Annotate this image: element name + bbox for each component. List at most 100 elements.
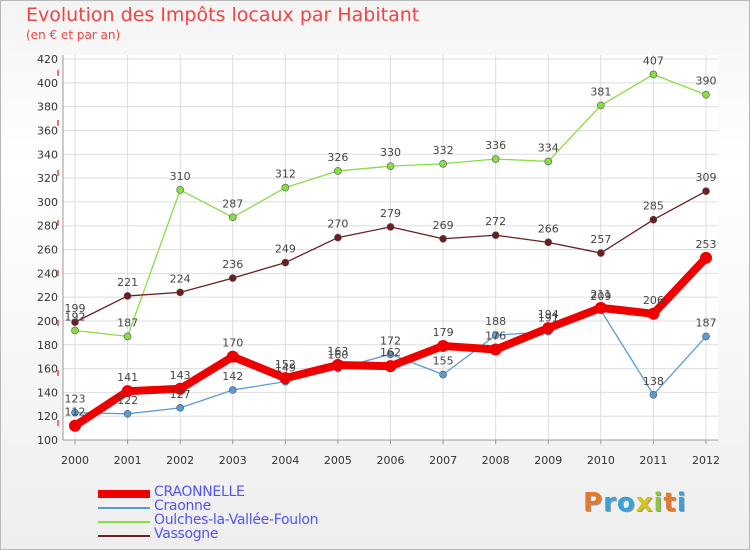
x-tick-label: 2003 bbox=[219, 454, 247, 467]
data-label: 199 bbox=[65, 302, 86, 315]
data-label: 287 bbox=[222, 197, 243, 210]
x-tick-label: 2006 bbox=[377, 454, 405, 467]
axis-layer: 100 120 140 160 180 200 220 240 260 280 300 320 340 3… bbox=[37, 53, 720, 467]
data-point bbox=[386, 350, 395, 359]
logo-letter: t bbox=[663, 488, 677, 518]
data-label: 187 bbox=[696, 316, 717, 329]
y-tick-label: 220 bbox=[37, 291, 58, 304]
data-point bbox=[71, 318, 79, 326]
data-point bbox=[439, 159, 447, 168]
logo-letter: x bbox=[635, 488, 654, 518]
data-point bbox=[279, 372, 292, 385]
data-point bbox=[437, 339, 450, 352]
data-point bbox=[228, 386, 237, 394]
legend-item-craonnelle: CRAONNELLE bbox=[98, 484, 418, 500]
data-label: 143 bbox=[170, 369, 191, 382]
data-point bbox=[69, 419, 81, 432]
legend-label-craonne: Craonne bbox=[154, 498, 211, 514]
x-tick-label: 2007 bbox=[429, 454, 457, 467]
data-label: 206 bbox=[643, 294, 664, 307]
data-label: 163 bbox=[327, 345, 348, 358]
data-point bbox=[702, 332, 710, 341]
logo-letter: o bbox=[616, 488, 636, 518]
grid-layer bbox=[63, 55, 718, 441]
x-tick-label: 2012 bbox=[692, 454, 720, 467]
x-tick-label: 2011 bbox=[639, 454, 667, 467]
data-point bbox=[71, 408, 79, 417]
y-tick-label: 160 bbox=[37, 363, 58, 376]
data-label: 162 bbox=[380, 346, 401, 359]
legend-swatch-vassogne bbox=[98, 535, 150, 537]
logo-letter: P bbox=[583, 488, 604, 518]
legend: CRAONNELLE Craonne Oulches-la-Vallée-Fou… bbox=[98, 484, 418, 542]
data-point bbox=[386, 223, 395, 231]
y-tick-label: 300 bbox=[37, 196, 58, 209]
y-tick-label: 100 bbox=[37, 434, 58, 447]
data-point bbox=[702, 187, 710, 195]
y-tick-label: 420 bbox=[37, 53, 58, 66]
data-label: 170 bbox=[222, 337, 243, 350]
y-tick-label: 400 bbox=[37, 77, 58, 90]
legend-label-oulches: Oulches-la-Vallée-Foulon bbox=[154, 512, 319, 528]
data-label: 112 bbox=[65, 406, 86, 419]
data-label: 381 bbox=[590, 85, 611, 98]
data-label: 224 bbox=[170, 272, 191, 285]
data-label: 332 bbox=[433, 144, 454, 157]
data-point bbox=[597, 249, 605, 257]
data-label: 176 bbox=[485, 330, 506, 343]
data-label: 249 bbox=[275, 243, 296, 256]
data-point bbox=[176, 186, 184, 194]
data-label: 122 bbox=[117, 394, 138, 407]
data-point bbox=[597, 101, 605, 110]
data-label: 407 bbox=[643, 54, 664, 67]
x-tick-label: 2008 bbox=[482, 454, 510, 467]
y-tick-label: 360 bbox=[37, 124, 58, 137]
data-label: 152 bbox=[275, 358, 296, 371]
data-label: 269 bbox=[433, 219, 454, 232]
data-label: 160 bbox=[327, 349, 348, 362]
data-point bbox=[649, 215, 658, 224]
y-tick-label: 320 bbox=[37, 172, 58, 185]
data-label: 194 bbox=[538, 308, 559, 321]
y-tick-label: 200 bbox=[37, 315, 58, 328]
legend-item-oulches: Oulches-la-Vallée-Foulon bbox=[98, 512, 418, 528]
data-point bbox=[544, 157, 553, 166]
x-tick-label: 2004 bbox=[271, 454, 299, 467]
legend-item-craonne: Craonne bbox=[98, 498, 418, 514]
y-tick-label: 240 bbox=[37, 267, 58, 280]
data-label: 142 bbox=[222, 370, 243, 383]
y-tick-label: 120 bbox=[37, 410, 58, 423]
data-label: 187 bbox=[117, 316, 138, 329]
data-label: 266 bbox=[538, 222, 559, 235]
logo-letter: i bbox=[653, 488, 664, 518]
y-tick-label: 340 bbox=[37, 148, 58, 161]
data-label: 123 bbox=[65, 393, 86, 406]
data-label: 253 bbox=[696, 238, 717, 251]
data-point bbox=[334, 233, 342, 242]
x-tick-label: 2000 bbox=[61, 454, 89, 467]
x-tick-label: 2009 bbox=[534, 454, 562, 467]
data-label: 390 bbox=[696, 75, 717, 88]
legend-swatch-oulches bbox=[98, 521, 150, 523]
data-point bbox=[123, 410, 132, 418]
data-point bbox=[649, 390, 658, 399]
data-label: 221 bbox=[117, 276, 138, 289]
data-label: 257 bbox=[590, 233, 611, 246]
data-point bbox=[71, 326, 79, 335]
data-point bbox=[384, 360, 397, 373]
data-label: 209 bbox=[590, 290, 611, 303]
data-point bbox=[439, 234, 447, 243]
data-label: 192 bbox=[65, 310, 86, 323]
line-chart: 100 120 140 160 180 200 220 240 260 280 300 320 340 3… bbox=[37, 53, 720, 467]
data-point bbox=[174, 382, 187, 395]
data-label: 326 bbox=[327, 151, 348, 164]
y-tick-label: 380 bbox=[37, 101, 58, 114]
data-label: 211 bbox=[590, 288, 611, 301]
data-point bbox=[702, 90, 710, 99]
y-tick-label: 280 bbox=[37, 220, 58, 233]
data-label: 310 bbox=[170, 170, 191, 183]
data-label: 272 bbox=[485, 215, 506, 228]
data-point bbox=[176, 404, 184, 412]
logo-letter: r bbox=[603, 488, 617, 518]
legend-label-vassogne: Vassogne bbox=[154, 526, 219, 542]
